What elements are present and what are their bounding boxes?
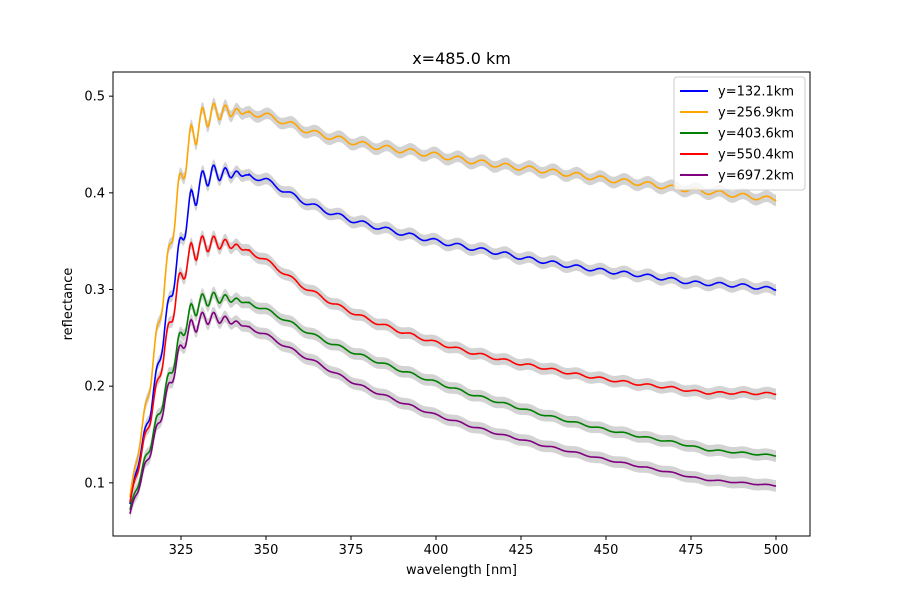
uncertainty-band-3 (130, 230, 776, 508)
legend-entry: y=403.6km (718, 127, 794, 142)
y-axis-label: reflectance (61, 268, 76, 341)
x-tick-label: 350 (254, 543, 279, 558)
x-tick-label: 375 (339, 543, 364, 558)
y-axis-ticks: 0.1 0.2 0.3 0.4 0.5 (84, 90, 113, 491)
plot-frame (112, 71, 811, 537)
series-line-2 (129, 291, 777, 511)
x-axis-label: wavelength [nm] (406, 563, 517, 578)
x-tick-label: 325 (169, 543, 194, 558)
legend: y=132.1km y=256.9km y=403.6km y=550.4km y=69… (673, 76, 806, 191)
y-tick-label: 0.3 (84, 283, 105, 298)
series-line-1 (129, 102, 777, 498)
legend-entry: y=550.4km (718, 148, 794, 163)
uncertainty-band-0 (130, 159, 776, 510)
uncertainty-band-4 (130, 306, 776, 520)
legend-box (673, 76, 806, 191)
x-tick-label: 500 (764, 543, 789, 558)
chart-title: x=485.0 km (412, 49, 511, 68)
y-tick-label: 0.5 (84, 90, 105, 105)
x-axis-ticks: 325 350 375 400 425 450 475 500 (169, 536, 789, 558)
x-tick-label: 425 (509, 543, 534, 558)
y-tick-label: 0.4 (84, 186, 105, 201)
series-line-0 (129, 164, 777, 505)
x-tick-label: 450 (594, 543, 619, 558)
x-tick-label: 475 (679, 543, 704, 558)
legend-entry: y=697.2km (718, 169, 794, 184)
series-line-4 (129, 311, 777, 514)
x-tick-label: 400 (424, 543, 449, 558)
legend-entry: y=256.9km (718, 106, 794, 121)
uncertainty-band-2 (130, 286, 776, 516)
series-lines (129, 102, 777, 514)
legend-entry: y=132.1km (718, 85, 794, 100)
y-tick-label: 0.2 (84, 380, 105, 395)
series-line-3 (129, 234, 777, 503)
y-tick-label: 0.1 (84, 476, 105, 491)
